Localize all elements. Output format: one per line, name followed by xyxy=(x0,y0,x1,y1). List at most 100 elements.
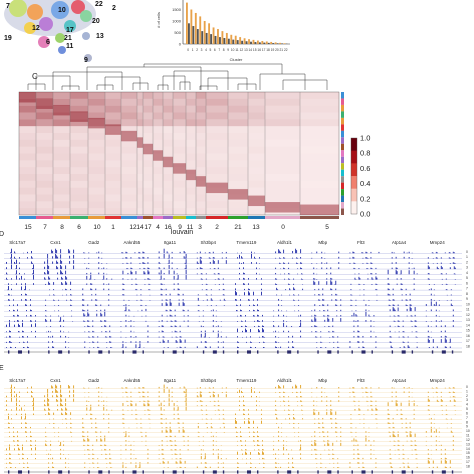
gene-exon xyxy=(441,470,446,474)
track-peak xyxy=(218,289,220,291)
track-peak xyxy=(387,402,389,407)
track-peak xyxy=(59,445,61,446)
track-peak xyxy=(82,293,84,296)
heatmap-cell-band xyxy=(88,153,105,161)
track-peak xyxy=(16,264,17,270)
track-peak xyxy=(254,440,255,442)
track-peak xyxy=(289,414,291,415)
column-label: 0 xyxy=(281,224,285,231)
track-peak xyxy=(411,268,413,270)
heatmap-diagonal-block xyxy=(105,124,121,135)
panel-letter-d: D xyxy=(0,231,4,238)
track-peak xyxy=(392,293,394,296)
track-peak xyxy=(122,422,124,424)
track-peak xyxy=(52,346,54,348)
track-peak xyxy=(359,409,361,411)
track-peak xyxy=(243,262,244,264)
track-peak xyxy=(237,252,238,254)
bar xyxy=(276,43,279,44)
heatmap-diagonal-block xyxy=(121,130,137,142)
track-peak xyxy=(30,435,31,438)
track-peak xyxy=(134,387,136,389)
track-peak xyxy=(185,393,187,398)
track-peak xyxy=(392,418,394,420)
track-peak xyxy=(413,403,415,407)
track-peak xyxy=(413,267,415,270)
track-peak xyxy=(61,408,63,411)
track-peak xyxy=(375,273,377,275)
track-peak xyxy=(198,315,200,317)
track-peak xyxy=(365,251,367,254)
cluster-color xyxy=(143,216,153,219)
gene-exon xyxy=(162,470,165,474)
heatmap-cell-band xyxy=(19,126,36,133)
track-peak xyxy=(53,289,55,291)
track-peak xyxy=(158,336,160,338)
gene-label: Mmp24 xyxy=(430,240,446,245)
track-peak xyxy=(370,457,372,460)
umap-label: 6 xyxy=(46,39,50,46)
track-peak xyxy=(440,396,442,398)
track-peak xyxy=(44,277,46,280)
track-row-label: 10 xyxy=(466,429,470,433)
track-peak xyxy=(365,311,367,317)
track-peak xyxy=(45,409,47,411)
track-peak xyxy=(171,458,173,460)
bar xyxy=(274,42,277,44)
gene-exon xyxy=(431,470,434,474)
track-peak xyxy=(106,284,108,285)
track-peak xyxy=(60,259,62,264)
track-peak xyxy=(388,422,390,424)
track-peak xyxy=(340,427,342,429)
track-peak xyxy=(147,457,149,460)
track-peak xyxy=(373,331,375,333)
heatmap-cell-band xyxy=(265,140,300,147)
heatmap-cell-band xyxy=(53,201,70,209)
track-peak xyxy=(278,331,280,333)
track-peak xyxy=(89,336,91,338)
track-peak xyxy=(123,423,125,424)
track-row-label: 15 xyxy=(466,451,470,455)
track-peak xyxy=(106,268,108,270)
track-peak xyxy=(187,449,189,451)
track-peak xyxy=(176,405,178,407)
track-peak xyxy=(257,440,258,442)
track-peak xyxy=(427,272,429,275)
track-peak xyxy=(173,418,175,420)
track-peak xyxy=(244,413,245,415)
track-peak xyxy=(60,448,62,451)
heatmap-cell-band xyxy=(153,98,163,106)
track-peak xyxy=(212,251,214,254)
track-peak xyxy=(376,414,378,415)
track-peak xyxy=(174,314,176,317)
track-peak xyxy=(127,272,129,275)
track-peak xyxy=(53,412,55,415)
track-peak xyxy=(338,251,340,254)
track-peak xyxy=(338,400,340,402)
track-peak xyxy=(358,346,360,348)
track-peak xyxy=(33,275,34,280)
track-peak xyxy=(240,304,241,306)
track-peak xyxy=(440,330,442,333)
track-peak xyxy=(236,292,237,296)
track-peak xyxy=(316,336,318,338)
track-peak xyxy=(174,320,176,322)
track-peak xyxy=(145,445,147,446)
track-peak xyxy=(133,315,135,317)
track-peak xyxy=(250,462,251,464)
track-peak xyxy=(183,310,185,312)
track-peak xyxy=(220,326,222,327)
track-peak xyxy=(131,404,133,407)
track-peak xyxy=(208,391,210,393)
heatmap-cell-band xyxy=(153,146,163,154)
track-peak xyxy=(65,275,67,280)
track-peak xyxy=(441,284,443,285)
track-peak xyxy=(47,259,49,264)
track-peak xyxy=(298,315,300,317)
track-peak xyxy=(13,299,14,301)
track-peak xyxy=(320,331,322,333)
track-peak xyxy=(428,278,430,280)
track-peak xyxy=(302,273,304,275)
track-row-label: 7 xyxy=(466,287,468,291)
